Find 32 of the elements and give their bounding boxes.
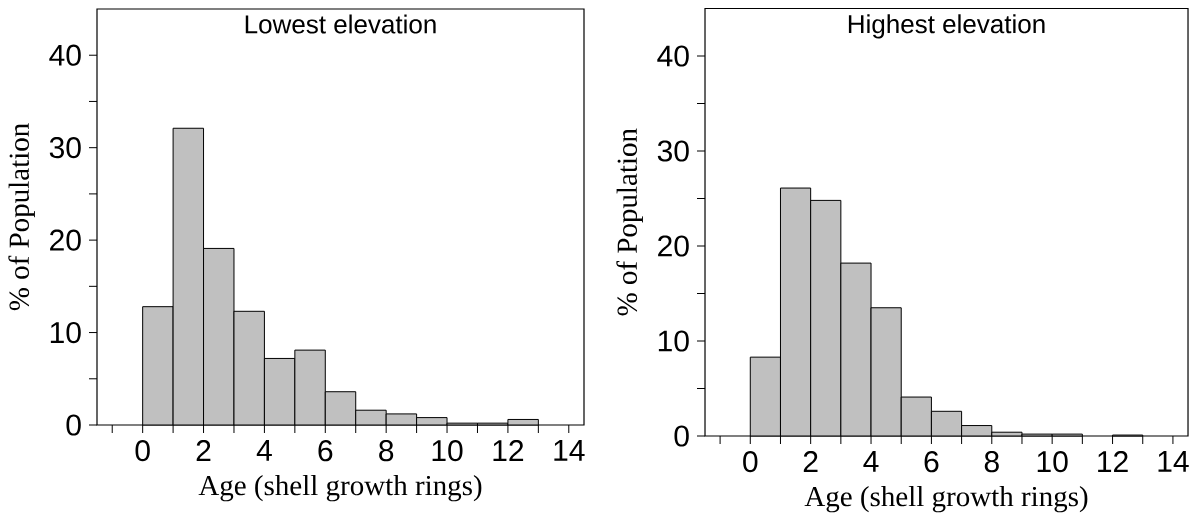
y-axis-title: % of Population [8,123,35,311]
y-tick-label: 10 [50,321,81,344]
y-tick-label: 30 [49,137,81,159]
x-tick-label: 4 [863,451,879,472]
chart-title: Lowest elevation [245,14,436,34]
y-tick-label: 20 [658,235,689,257]
y-axis-title: % of Population [616,128,643,316]
x-tick-label: 14 [554,440,585,461]
x-tick-label: 0 [743,451,758,473]
y-tick-label: 0 [674,425,689,447]
x-tick-label: 14 [1158,451,1189,472]
y-tick-label: 0 [66,414,81,436]
x-tick-label: 12 [493,440,524,461]
x-tick-label: 8 [984,451,999,473]
y-tick-label: 40 [657,45,689,67]
x-axis-title: Age (shell growth rings) [198,474,482,502]
chart-title: Highest elevation [848,14,1045,39]
y-tick-label: 10 [658,330,689,352]
y-tick-label: 20 [50,229,81,251]
x-tick-label: 6 [924,451,939,473]
x-tick-label: 12 [1098,451,1128,472]
x-tick-label: 4 [256,440,272,461]
y-tick-label: 40 [49,44,81,66]
x-tick-label: 10 [432,440,463,462]
x-tick-label: 2 [196,440,211,461]
x-tick-label: 10 [1037,451,1068,473]
x-tick-label: 2 [803,451,818,472]
y-tick-label: 30 [657,140,689,162]
x-tick-label: 8 [379,440,394,462]
x-tick-label: 6 [318,440,333,462]
x-axis-title: Age (shell growth rings) [804,485,1088,513]
x-tick-label: 0 [135,440,150,462]
